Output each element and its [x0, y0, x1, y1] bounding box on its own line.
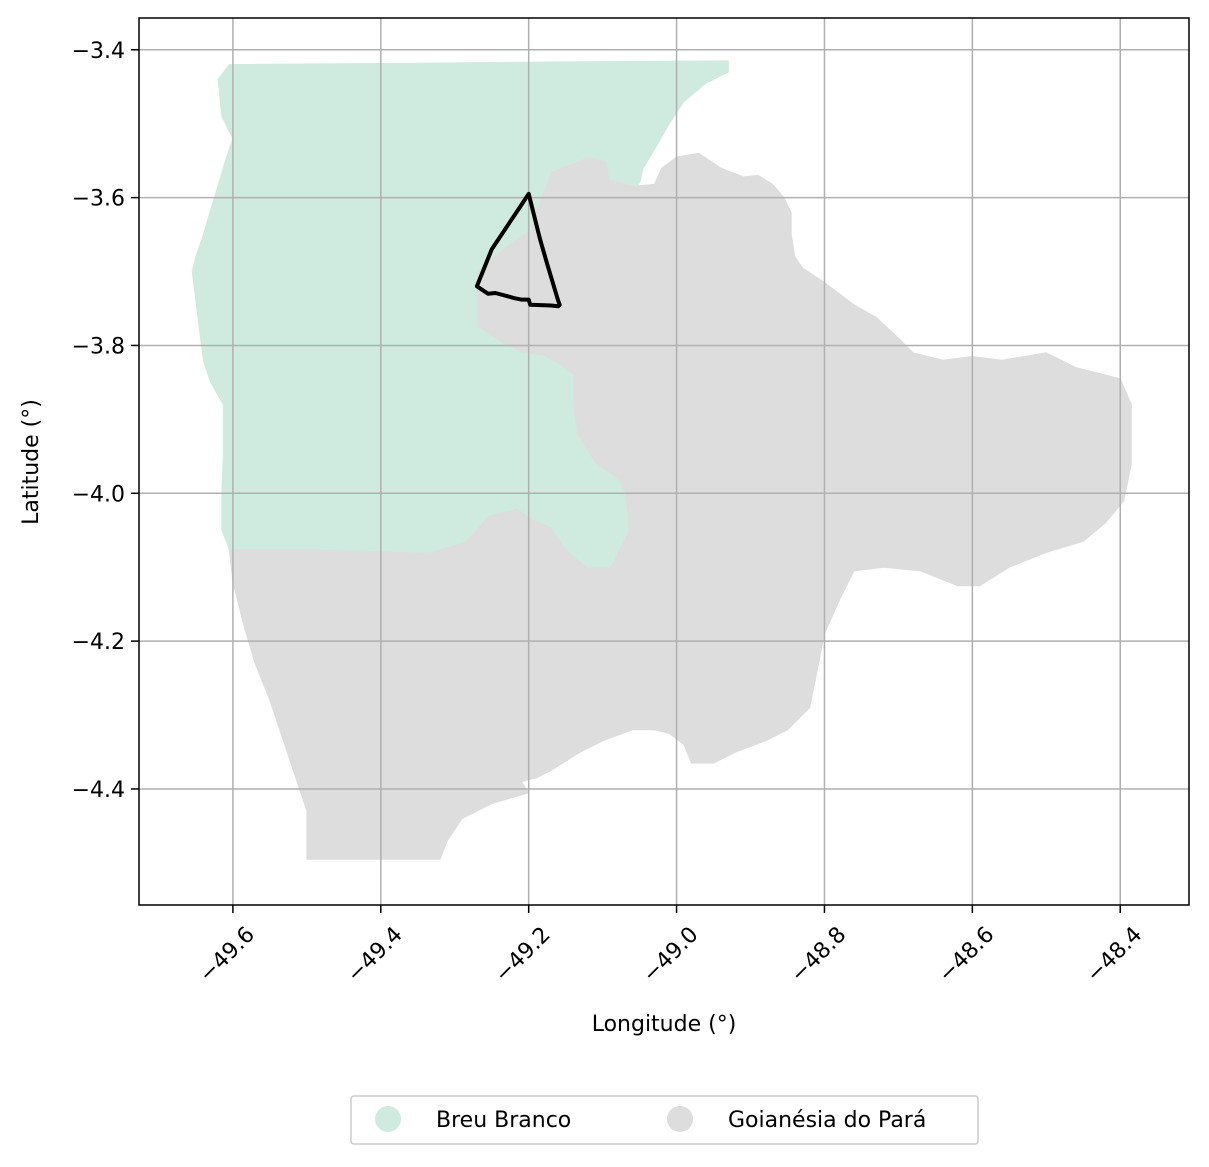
- legend-swatch-goianesia-do-para: [667, 1106, 693, 1132]
- legend-swatch-breu-branco: [375, 1106, 401, 1132]
- y-tick-label-2: −3.8: [72, 334, 125, 359]
- plot-frame: [138, 17, 1190, 906]
- x-tick-label-3: −49.0: [638, 922, 703, 987]
- x-tick-label-6: −48.4: [1082, 922, 1147, 987]
- y-tick-label-4: −4.2: [72, 630, 125, 655]
- x-tick-label-5: −48.6: [934, 922, 999, 987]
- regions-layer: [191, 60, 1132, 860]
- x-tick-label-0: −49.6: [195, 922, 260, 987]
- y-axis: −3.4 −3.6 −3.8 −4.0 −4.2 −4.4: [72, 39, 139, 803]
- y-tick-label-0: −3.4: [72, 39, 125, 64]
- outline-polygon: [474, 191, 562, 309]
- y-axis-label: Latitude (°): [19, 399, 44, 525]
- x-tick-label-1: −49.4: [342, 922, 407, 987]
- legend-label-breu-branco: Breu Branco: [436, 1108, 571, 1133]
- x-tick-label-4: −48.8: [786, 922, 851, 987]
- legend: Breu Branco Goianésia do Pará: [350, 1095, 979, 1145]
- outline-layer: [474, 191, 562, 309]
- legend-label-goianesia-do-para: Goianésia do Pará: [728, 1108, 926, 1133]
- x-tick-label-2: −49.2: [490, 922, 555, 987]
- y-tick-label-3: −4.0: [72, 482, 125, 507]
- x-axis-label: Longitude (°): [592, 1012, 737, 1037]
- y-tick-label-5: −4.4: [72, 778, 125, 803]
- legend-frame: [350, 1095, 979, 1145]
- grid-layer: [139, 18, 1189, 905]
- x-axis: −49.6 −49.4 −49.2 −49.0 −48.8 −48.6 −48.4: [195, 905, 1147, 988]
- y-tick-label-1: −3.6: [72, 187, 125, 212]
